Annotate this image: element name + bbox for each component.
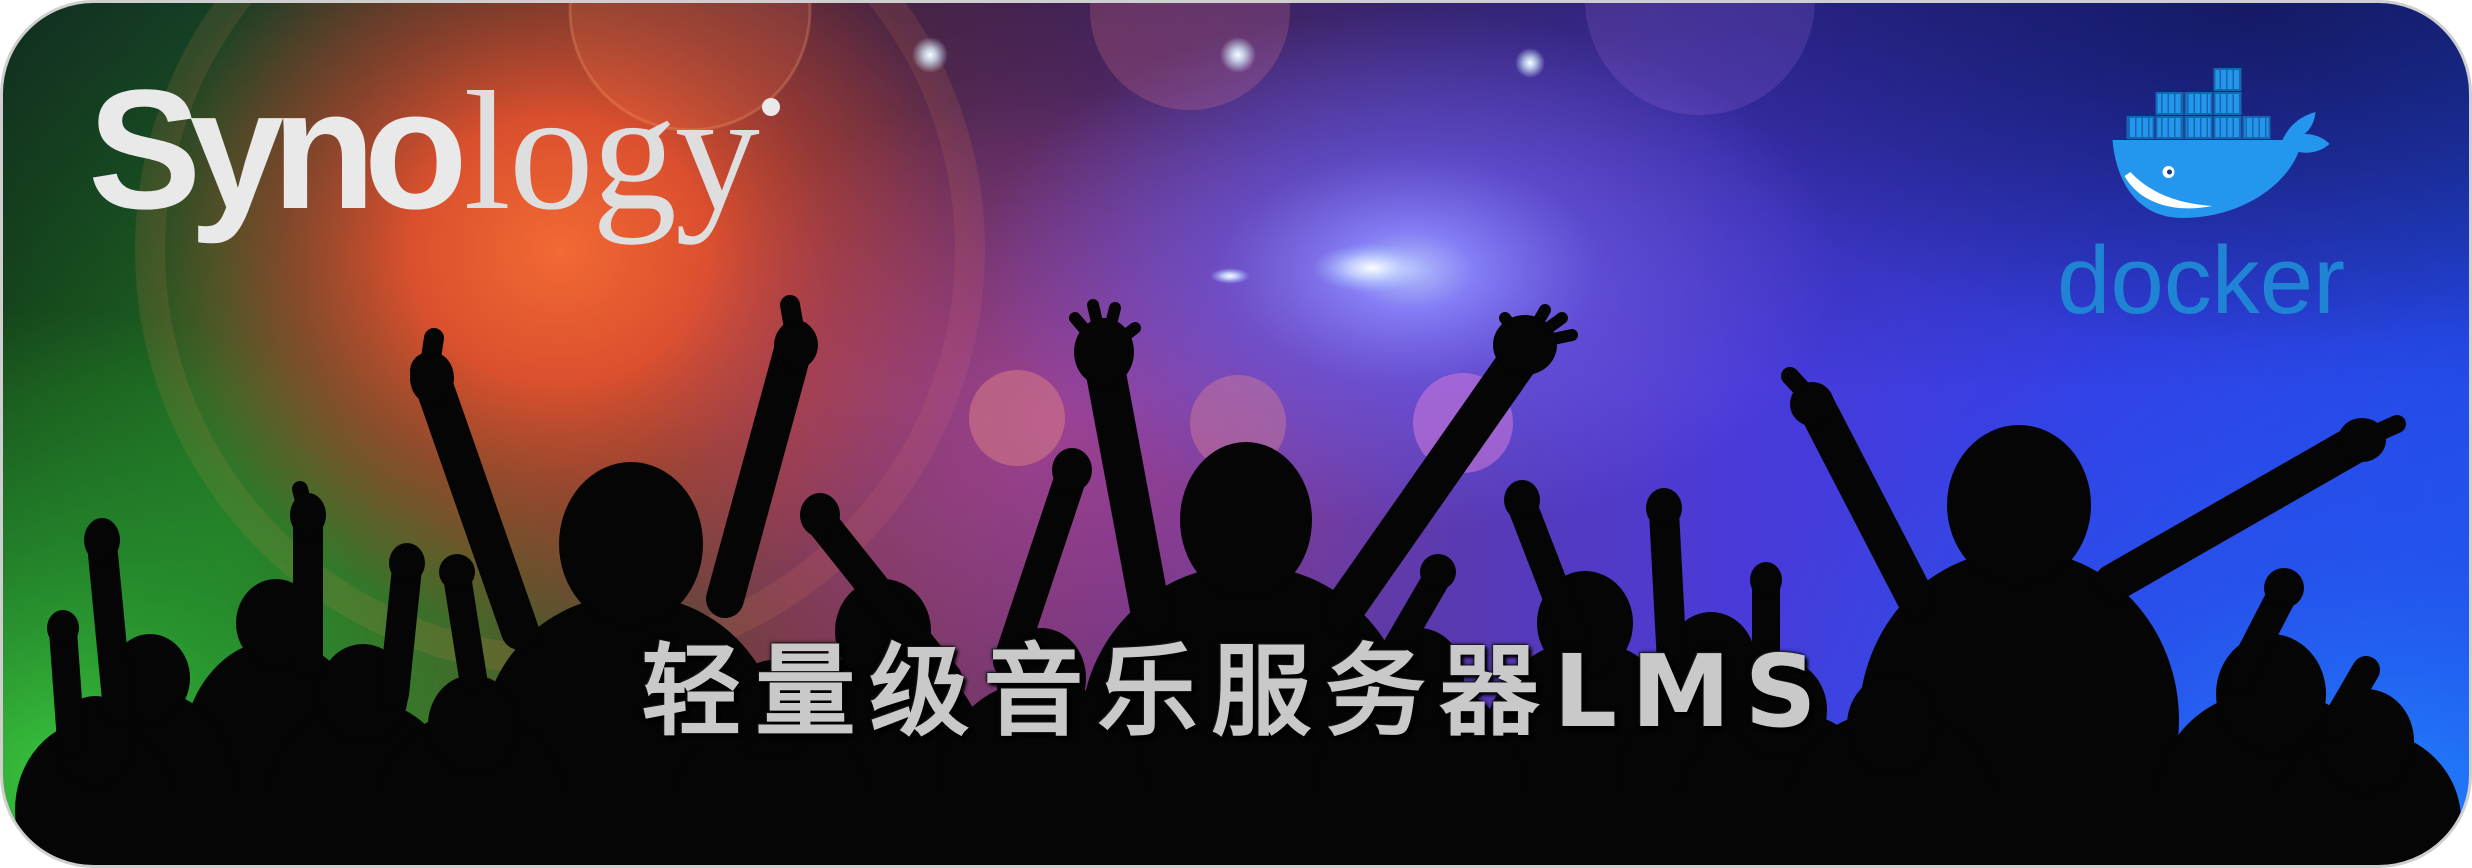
bokeh-light	[568, 2, 812, 132]
crowd-head	[559, 462, 703, 626]
crowd-arm	[49, 617, 85, 755]
sparkle-light	[912, 37, 948, 73]
crowd-hand	[2264, 568, 2304, 608]
docker-wordmark: docker	[2057, 227, 2346, 334]
crowd-arm	[706, 320, 815, 618]
bokeh-light	[969, 370, 1065, 466]
crowd-arm	[1507, 490, 1592, 662]
sparkle-light	[1312, 243, 1432, 293]
crowd-hand	[800, 493, 840, 537]
docker-whale-body	[2112, 112, 2330, 218]
crowd-arm	[410, 352, 539, 650]
synology-logo-light-part: logy	[463, 57, 760, 245]
synology-logo: Synology	[88, 65, 760, 236]
crowd-hand	[1750, 562, 1782, 598]
crowd-arm	[443, 562, 487, 692]
crowd-hand	[1052, 448, 1092, 492]
crowd-hand	[774, 321, 818, 369]
crowd-hand	[2338, 418, 2386, 462]
crowd-hand	[1504, 480, 1540, 520]
banner-title: 轻量级音乐服务器LMS	[641, 633, 1831, 750]
synology-logo-dot	[762, 98, 780, 116]
crowd-arm	[87, 529, 133, 725]
crowd-head	[728, 660, 818, 760]
crowd-hand	[1646, 488, 1682, 528]
crowd-arm	[804, 504, 962, 694]
crowd-arm	[2094, 419, 2385, 602]
docker-whale-icon	[2112, 68, 2330, 218]
crowd-hand	[1074, 318, 1134, 386]
bokeh-light	[1585, 2, 1815, 115]
crowd-head	[428, 675, 518, 775]
sparkle-light	[1220, 37, 1256, 73]
navy-shade	[1650, 2, 2470, 350]
crowd-hand	[1420, 554, 1456, 590]
docker-whale-belly	[2124, 172, 2213, 209]
crowd-head	[1947, 425, 2091, 585]
crowd-arm	[379, 553, 422, 709]
crowd-hand	[1493, 315, 1557, 375]
sparkle-light	[1515, 48, 1545, 78]
crowd-arm	[1649, 497, 1687, 677]
crowd-arm	[2320, 656, 2380, 739]
crowd-hand	[389, 543, 425, 583]
crowd-hand	[439, 554, 475, 590]
crowd-base	[60, 790, 2415, 866]
crowd-arm	[1320, 335, 1542, 635]
docker-whale-pupil	[2167, 169, 2172, 175]
crowd-arm	[1374, 562, 1452, 676]
crowd-hand	[290, 493, 326, 537]
crowd-arm	[1795, 383, 1935, 618]
crowd-head	[1180, 442, 1312, 598]
crowd-head	[1847, 675, 1937, 775]
sparkle-light	[1210, 268, 1250, 284]
crowd-hand	[47, 610, 79, 646]
docker-containers	[2126, 68, 2271, 139]
crowd-hand	[84, 518, 120, 562]
crowd-head	[1666, 612, 1756, 712]
crowd-hand	[1790, 382, 1834, 426]
crowd-arm	[1084, 343, 1171, 635]
crowd-hand	[410, 352, 454, 404]
synology-logo-bold-part: Syno	[88, 55, 468, 245]
crowd-arm	[993, 457, 1088, 678]
